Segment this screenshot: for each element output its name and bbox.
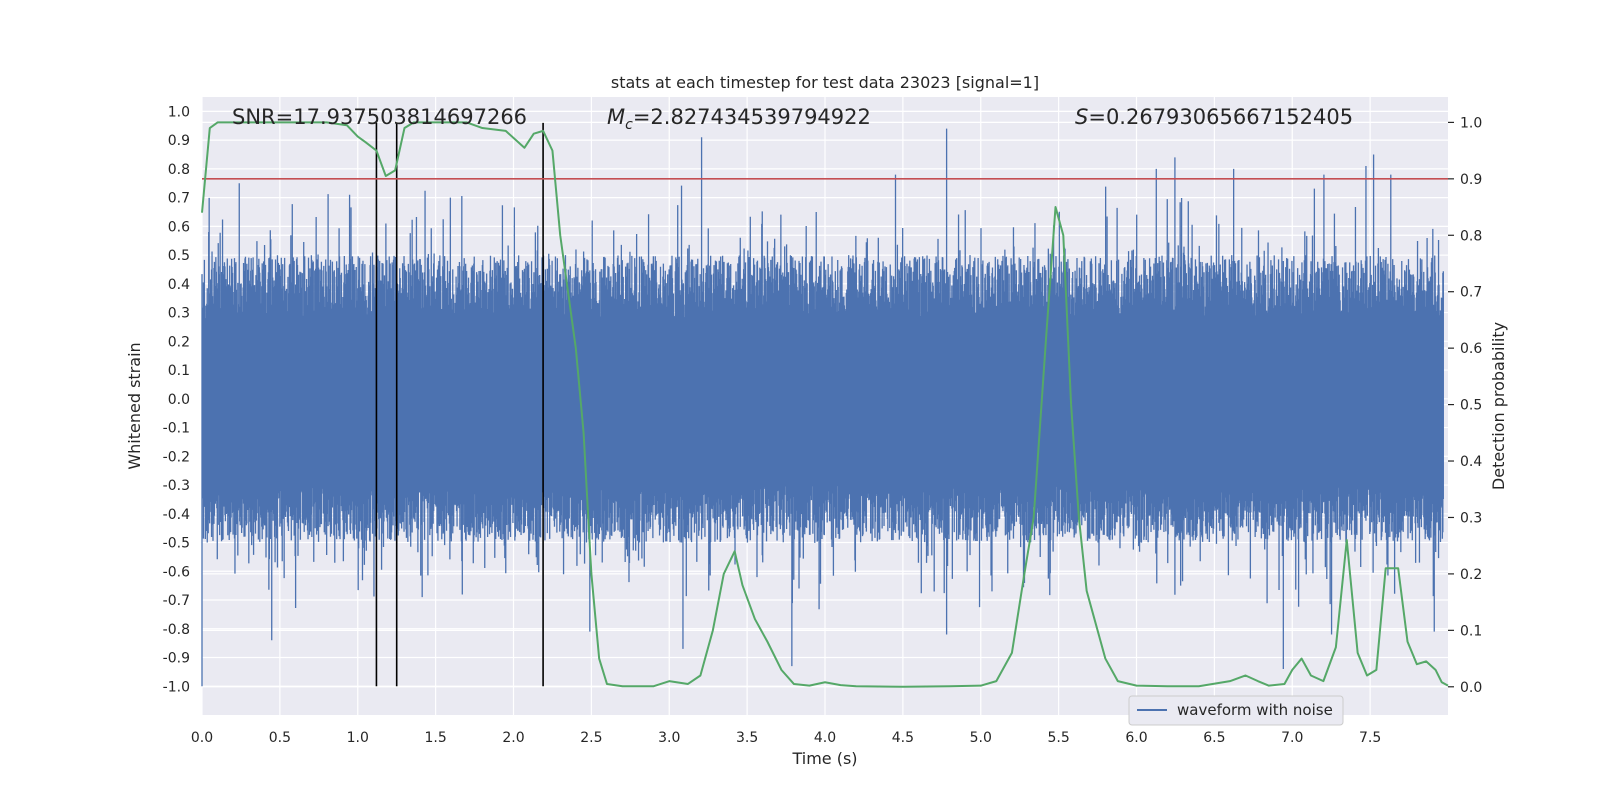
- legend-label-waveform: waveform with noise: [1177, 701, 1333, 719]
- detection-probability-series: [201, 121, 1449, 688]
- chirp-mass-value: =2.827434539794922: [633, 105, 871, 129]
- y-right-tick-label: 0.8: [1460, 228, 1482, 244]
- y-left-tick-label: -0.5: [163, 536, 190, 552]
- y-left-tick-label: 0.1: [168, 363, 190, 379]
- y-left-axis-label: Whitened strain: [125, 342, 144, 469]
- y-right-tick-label: 0.9: [1460, 172, 1482, 188]
- chirp-mass-symbol: M: [607, 105, 625, 129]
- y-left-tick-label: -0.2: [163, 449, 190, 465]
- y-right-tick-label: 0.3: [1460, 510, 1482, 526]
- x-axis-ticks: 0.0 0.5 1.0 1.5 2.0 2.5 3.0 3.5 4.0 4.5 5.0 5.5 6.0 6…: [191, 730, 1381, 746]
- x-tick-label: 0.0: [191, 730, 213, 746]
- y-right-tick-label: 0.1: [1460, 623, 1482, 639]
- x-tick-label: 4.0: [814, 730, 836, 746]
- x-tick-label: 3.5: [736, 730, 758, 746]
- x-tick-label: 1.0: [347, 730, 369, 746]
- y-right-tick-label: 0.0: [1460, 680, 1482, 696]
- x-tick-label: 6.5: [1203, 730, 1225, 746]
- y-right-axis-label: Detection probability: [1489, 322, 1508, 490]
- y-right-axis-ticks: 1.0 0.9 0.8 0.7 0.6 0.5 0.4 0.3 0.2 0.1 0.0: [1448, 115, 1482, 696]
- y-right-tick-label: 0.6: [1460, 341, 1482, 357]
- x-tick-label: 5.0: [970, 730, 992, 746]
- s-symbol: S: [1075, 105, 1088, 129]
- x-tick-label: 1.5: [424, 730, 446, 746]
- x-tick-label: 5.5: [1047, 730, 1069, 746]
- s-value: =0.26793065667152405: [1088, 105, 1353, 129]
- waveform-line: [201, 128, 1444, 687]
- chart-title: stats at each timestep for test data 230…: [611, 73, 1039, 92]
- legend: waveform with noise: [1128, 695, 1344, 726]
- chirp-mass-subscript: c: [625, 117, 633, 133]
- x-axis-label: Time (s): [791, 749, 857, 768]
- x-tick-label: 3.0: [658, 730, 680, 746]
- y-left-tick-label: 1.0: [168, 104, 190, 120]
- y-left-tick-label: -0.6: [163, 564, 190, 580]
- y-left-tick-label: 0.6: [168, 219, 190, 235]
- vertical-lines: [375, 122, 544, 687]
- s-annotation: S=0.26793065667152405: [1075, 105, 1353, 129]
- x-tick-label: 2.0: [502, 730, 524, 746]
- y-left-tick-label: 0.2: [168, 334, 190, 350]
- y-left-axis-ticks: 1.0 0.9 0.8 0.7 0.6 0.5 0.4 0.3 0.2 0.1 0.0 -0.1 -0.…: [163, 104, 190, 695]
- y-left-tick-label: -0.9: [163, 651, 190, 667]
- y-left-tick-label: -0.1: [163, 421, 190, 437]
- y-left-tick-label: 0.7: [168, 191, 190, 207]
- y-right-tick-label: 0.7: [1460, 285, 1482, 301]
- y-left-tick-label: 0.5: [168, 248, 190, 264]
- waveform-series: [201, 128, 1444, 687]
- y-left-tick-label: 0.4: [168, 277, 190, 293]
- x-tick-label: 6.0: [1125, 730, 1147, 746]
- y-left-tick-label: -0.8: [163, 622, 190, 638]
- y-left-tick-label: 0.9: [168, 133, 190, 149]
- x-tick-label: 4.5: [892, 730, 914, 746]
- x-tick-label: 2.5: [580, 730, 602, 746]
- detection-probability-line: [201, 121, 1449, 688]
- y-left-tick-label: -0.7: [163, 593, 190, 609]
- chirp-mass-annotation: Mc=2.827434539794922: [607, 105, 871, 133]
- y-left-tick-label: 0.3: [168, 306, 190, 322]
- y-left-tick-label: -0.4: [163, 507, 190, 523]
- y-left-tick-label: -0.3: [163, 478, 190, 494]
- snr-annotation: SNR=17.937503814697266: [232, 105, 527, 129]
- legend-box: [1128, 695, 1344, 726]
- y-right-tick-label: 0.5: [1460, 398, 1482, 414]
- y-left-tick-label: 0.0: [168, 392, 190, 408]
- x-tick-label: 7.0: [1281, 730, 1303, 746]
- y-right-tick-label: 0.2: [1460, 567, 1482, 583]
- y-left-tick-label: 0.8: [168, 162, 190, 178]
- y-right-tick-label: 0.4: [1460, 454, 1482, 470]
- x-tick-label: 7.5: [1359, 730, 1381, 746]
- y-right-tick-label: 1.0: [1460, 115, 1482, 131]
- y-left-tick-label: -1.0: [163, 679, 190, 695]
- x-tick-label: 0.5: [269, 730, 291, 746]
